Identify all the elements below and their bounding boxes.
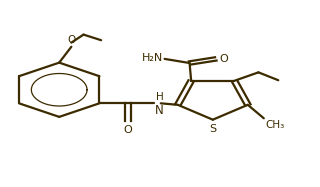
Text: CH₃: CH₃ [265,120,285,130]
Text: N: N [155,104,164,117]
Text: O: O [67,35,76,45]
Text: O: O [124,125,132,135]
Text: O: O [220,53,228,64]
Text: H₂N: H₂N [142,53,163,63]
Text: H: H [156,92,164,102]
Text: S: S [209,124,216,134]
